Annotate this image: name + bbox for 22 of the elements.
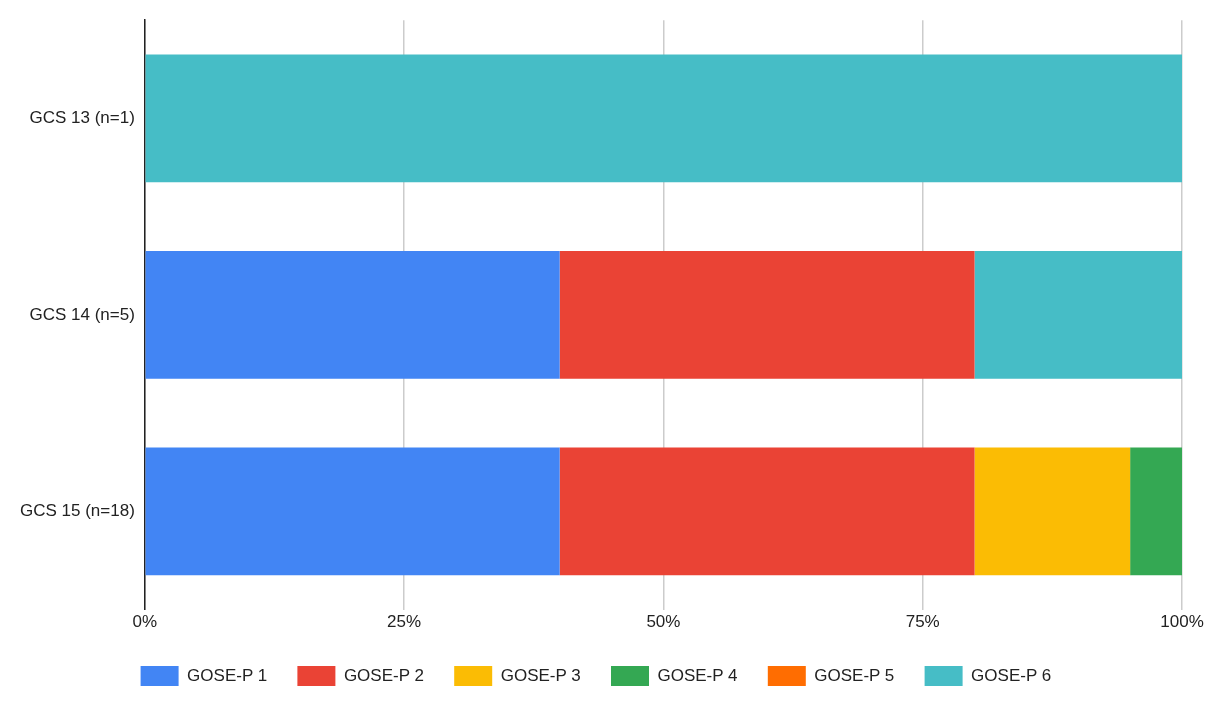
legend-label: GOSE-P 2 <box>343 665 424 685</box>
bar <box>974 251 1182 379</box>
y-tick-label: GCS 15 (n=18) <box>20 501 135 521</box>
bar <box>974 447 1131 576</box>
legend-label: GOSE-P 5 <box>814 665 895 685</box>
y-tick-label: GCS 14 (n=5) <box>29 304 135 324</box>
legend-label: GOSE-P 1 <box>187 665 268 685</box>
x-tick-label: 0% <box>132 612 158 632</box>
x-tick-label: 25% <box>387 612 422 632</box>
bar <box>1130 447 1182 576</box>
legend-label: GOSE-P 6 <box>971 665 1052 685</box>
y-tick-label: GCS 13 (n=1) <box>29 108 135 128</box>
bar <box>145 54 1182 183</box>
x-tick-label: 50% <box>646 612 681 632</box>
legend-label: GOSE-P 3 <box>500 665 581 685</box>
bar <box>559 447 975 576</box>
bar <box>145 447 560 576</box>
x-tick-label: 100% <box>1160 612 1204 632</box>
bar <box>559 251 975 379</box>
x-tick-label: 75% <box>905 612 940 632</box>
legend-label: GOSE-P 4 <box>657 665 738 685</box>
bar <box>145 251 560 379</box>
